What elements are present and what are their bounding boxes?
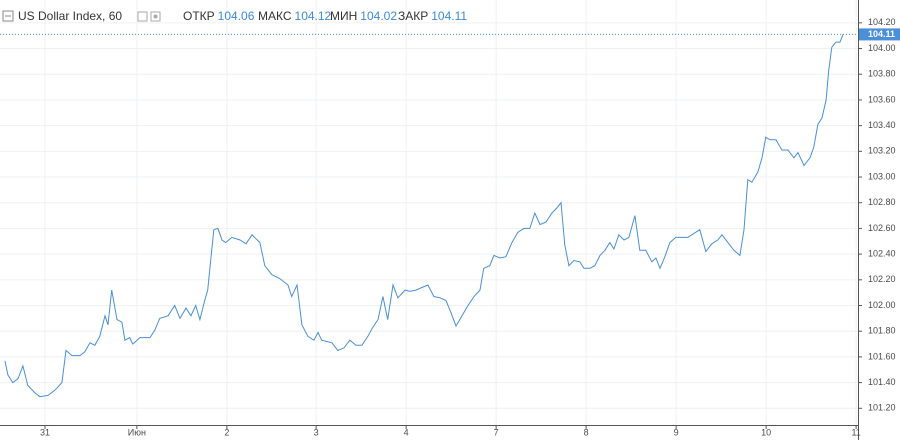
y-tick-label: 101.20 (868, 403, 896, 413)
x-tick-label: 7 (494, 427, 499, 437)
hide-icon[interactable] (150, 11, 161, 22)
ohlc-value: 104.11 (431, 9, 467, 23)
y-tick-label: 102.60 (868, 223, 896, 233)
y-tick-label: 103.60 (868, 94, 896, 104)
ohlc-value: 104.06 (218, 9, 255, 23)
x-tick-label: 2 (224, 427, 229, 437)
x-tick-label: 4 (404, 427, 409, 437)
x-tick-label: 11 (851, 427, 860, 437)
y-tick-label: 101.80 (868, 326, 896, 336)
y-tick-label: 102.40 (868, 248, 896, 258)
last-price-box (859, 28, 900, 41)
y-tick-label: 103.20 (868, 146, 896, 156)
chart-title: US Dollar Index, 60 (18, 9, 122, 23)
y-tick-label: 102.00 (868, 300, 896, 310)
y-tick-label: 104.20 (868, 17, 896, 27)
x-tick-label: 3 (314, 427, 319, 437)
x-tick-label: 8 (584, 427, 589, 437)
y-tick-label: 103.00 (868, 171, 896, 181)
ohlc-label: МИН (330, 9, 357, 23)
ohlc-value: 104.12 (295, 9, 332, 23)
settings-icon[interactable] (137, 11, 148, 22)
collapse-icon[interactable] (2, 10, 14, 22)
y-tick-label: 102.20 (868, 274, 896, 284)
price-line (4, 34, 844, 398)
y-tick-label: 103.80 (868, 69, 896, 79)
x-tick-label: 9 (674, 427, 679, 437)
x-tick-label: 31 (40, 427, 50, 437)
ohlc-label: ЗАКР (398, 9, 428, 23)
y-tick-label: 102.80 (868, 197, 896, 207)
last-price-label: 104.11 (868, 29, 895, 39)
y-tick-label: 104.00 (868, 43, 896, 53)
y-tick-label: 101.60 (868, 351, 896, 361)
x-tick-label: 10 (761, 427, 771, 437)
hide-icon-dot (153, 14, 158, 19)
ohlc-label: МАКС (258, 9, 292, 23)
grid (0, 0, 858, 425)
ohlc-label: ОТКР (183, 9, 215, 23)
ohlc-value: 104.02 (360, 9, 397, 23)
y-tick-label: 103.40 (868, 120, 896, 130)
x-tick-label: Июн (128, 427, 146, 437)
y-tick-label: 101.40 (868, 377, 896, 387)
